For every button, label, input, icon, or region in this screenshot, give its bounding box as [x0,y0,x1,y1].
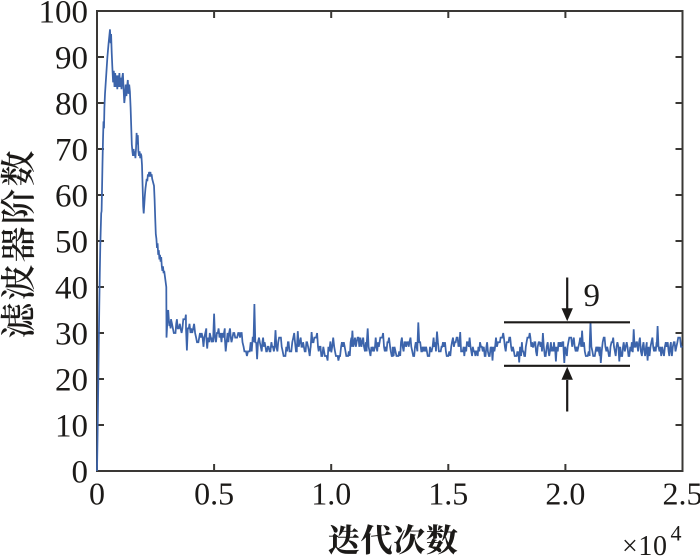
svg-text:90: 90 [55,41,88,77]
svg-text:40: 40 [55,271,88,307]
svg-text:1.5: 1.5 [428,476,468,512]
svg-text:30: 30 [55,317,88,353]
svg-text:0.5: 0.5 [194,476,234,512]
svg-text:70: 70 [55,133,88,169]
svg-text:9: 9 [584,278,601,314]
svg-text:10: 10 [55,409,88,445]
svg-text:0: 0 [89,476,105,512]
svg-text:80: 80 [55,87,88,123]
svg-text:1.0: 1.0 [311,476,351,512]
svg-text:60: 60 [55,179,88,215]
svg-text:×10: ×10 [622,531,668,558]
svg-text:0: 0 [72,455,89,491]
svg-text:4: 4 [671,521,682,546]
svg-text:100: 100 [39,0,89,31]
svg-text:2.5: 2.5 [663,476,700,512]
svg-text:20: 20 [55,363,88,399]
svg-text:2.0: 2.0 [545,476,585,512]
svg-text:50: 50 [55,225,88,261]
